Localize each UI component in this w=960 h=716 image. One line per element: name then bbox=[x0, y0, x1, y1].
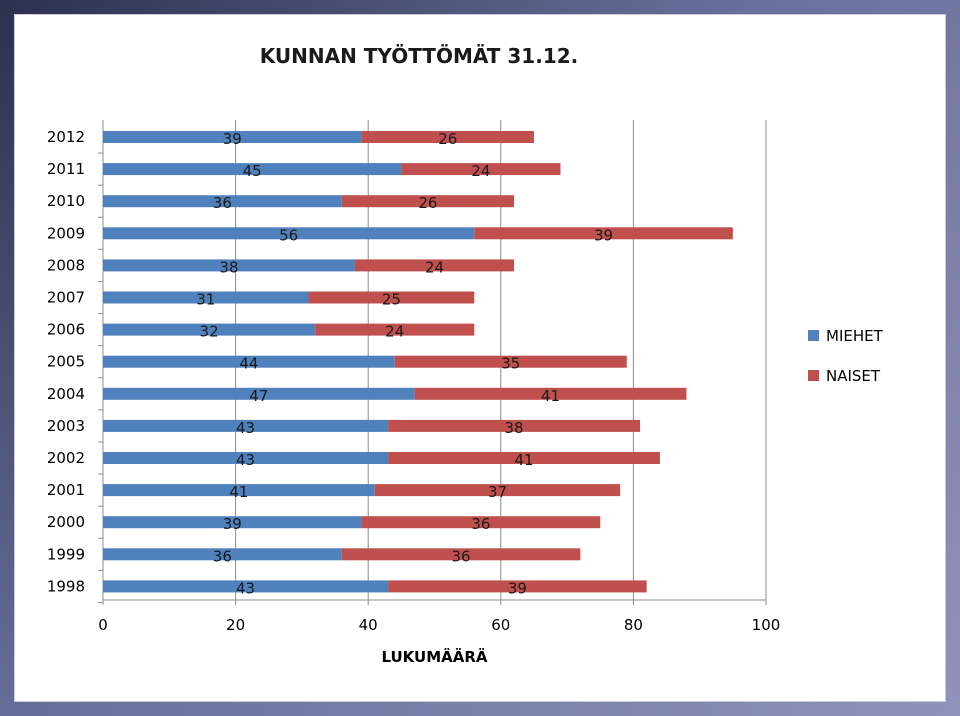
bar-miehet bbox=[103, 548, 342, 561]
data-label: 25 bbox=[382, 291, 401, 309]
legend-swatch-naiset bbox=[808, 370, 819, 381]
x-tick-label: 80 bbox=[624, 616, 643, 634]
y-tick-label: 2004 bbox=[47, 385, 85, 403]
bar-naiset bbox=[315, 323, 475, 336]
y-tick-label: 2002 bbox=[47, 449, 85, 467]
bar-naiset bbox=[388, 452, 660, 464]
data-label: 35 bbox=[501, 355, 520, 373]
data-label: 38 bbox=[219, 258, 238, 276]
bar-miehet bbox=[103, 131, 362, 143]
y-tick-label: 2012 bbox=[47, 128, 85, 146]
data-label: 36 bbox=[471, 515, 490, 533]
data-label: 24 bbox=[471, 162, 490, 180]
data-label: 39 bbox=[594, 226, 613, 244]
data-label: 43 bbox=[236, 451, 255, 469]
bar-miehet bbox=[103, 163, 402, 176]
bar-naiset bbox=[374, 484, 621, 497]
data-label: 31 bbox=[196, 291, 215, 309]
bar-naiset bbox=[361, 516, 601, 529]
y-tick-label: 2003 bbox=[47, 417, 85, 435]
y-tick-label: 2000 bbox=[47, 513, 85, 531]
legend-label-miehet: MIEHET bbox=[826, 327, 884, 345]
y-tick-label: 1999 bbox=[47, 545, 85, 563]
bar-naiset bbox=[308, 291, 475, 304]
y-tick-label: 2001 bbox=[47, 481, 85, 499]
bar-miehet bbox=[103, 195, 342, 208]
chart-title: KUNNAN TYÖTTÖMÄT 31.12. bbox=[259, 44, 579, 68]
bar-naiset bbox=[341, 548, 581, 561]
data-label: 41 bbox=[541, 387, 560, 405]
x-tick-label: 40 bbox=[359, 616, 378, 634]
data-label: 41 bbox=[229, 483, 248, 501]
data-label: 41 bbox=[514, 451, 533, 469]
data-label: 26 bbox=[418, 194, 437, 212]
y-tick-label: 2006 bbox=[47, 321, 85, 339]
data-label: 47 bbox=[249, 387, 268, 405]
data-label: 24 bbox=[385, 323, 404, 341]
bar-miehet bbox=[103, 323, 316, 336]
bar-naiset bbox=[388, 419, 641, 432]
data-label: 44 bbox=[239, 355, 258, 373]
data-label: 39 bbox=[508, 579, 527, 597]
data-label: 39 bbox=[223, 130, 242, 148]
x-tick-label: 0 bbox=[98, 616, 108, 634]
legend-swatch-miehet bbox=[808, 330, 819, 341]
data-label: 56 bbox=[279, 226, 298, 244]
bar-miehet bbox=[103, 484, 375, 497]
y-tick-label: 2007 bbox=[47, 289, 85, 307]
data-label: 24 bbox=[425, 258, 444, 276]
x-axis-title: LUKUMÄÄRÄ bbox=[381, 647, 487, 666]
y-tick-label: 1998 bbox=[47, 577, 85, 595]
y-tick-label: 2011 bbox=[47, 160, 85, 178]
data-label: 36 bbox=[213, 194, 232, 212]
bar-miehet bbox=[103, 291, 309, 304]
bar-miehet bbox=[103, 227, 475, 240]
bar-miehet bbox=[103, 452, 389, 464]
bar-naiset bbox=[388, 580, 647, 593]
bar-naiset bbox=[414, 387, 687, 400]
bar-miehet bbox=[103, 259, 355, 272]
bar-naiset bbox=[474, 227, 733, 240]
bar-naiset bbox=[401, 163, 561, 176]
y-tick-label: 2010 bbox=[47, 192, 85, 210]
data-label: 38 bbox=[505, 419, 524, 437]
bar-naiset bbox=[341, 195, 515, 208]
bar-naiset bbox=[361, 131, 534, 143]
x-tick-label: 60 bbox=[491, 616, 510, 634]
legend-label-naiset: NAISET bbox=[826, 367, 881, 385]
y-tick-label: 2005 bbox=[47, 353, 85, 371]
data-label: 32 bbox=[200, 323, 219, 341]
bar-miehet bbox=[103, 355, 395, 368]
data-label: 45 bbox=[243, 162, 262, 180]
bar-miehet bbox=[103, 419, 389, 432]
data-label: 36 bbox=[213, 547, 232, 565]
x-tick-label: 100 bbox=[752, 616, 781, 634]
data-label: 43 bbox=[236, 579, 255, 597]
bar-miehet bbox=[103, 516, 362, 529]
y-tick-label: 2008 bbox=[47, 256, 85, 274]
data-label: 43 bbox=[236, 419, 255, 437]
bar-naiset bbox=[354, 259, 515, 272]
data-label: 36 bbox=[451, 547, 470, 565]
x-tick-label: 20 bbox=[226, 616, 245, 634]
bar-naiset bbox=[394, 355, 627, 368]
data-label: 26 bbox=[438, 130, 457, 148]
bar-miehet bbox=[103, 580, 389, 593]
data-label: 39 bbox=[223, 515, 242, 533]
bar-miehet bbox=[103, 387, 415, 400]
data-label: 37 bbox=[488, 483, 507, 501]
y-tick-label: 2009 bbox=[47, 224, 85, 242]
